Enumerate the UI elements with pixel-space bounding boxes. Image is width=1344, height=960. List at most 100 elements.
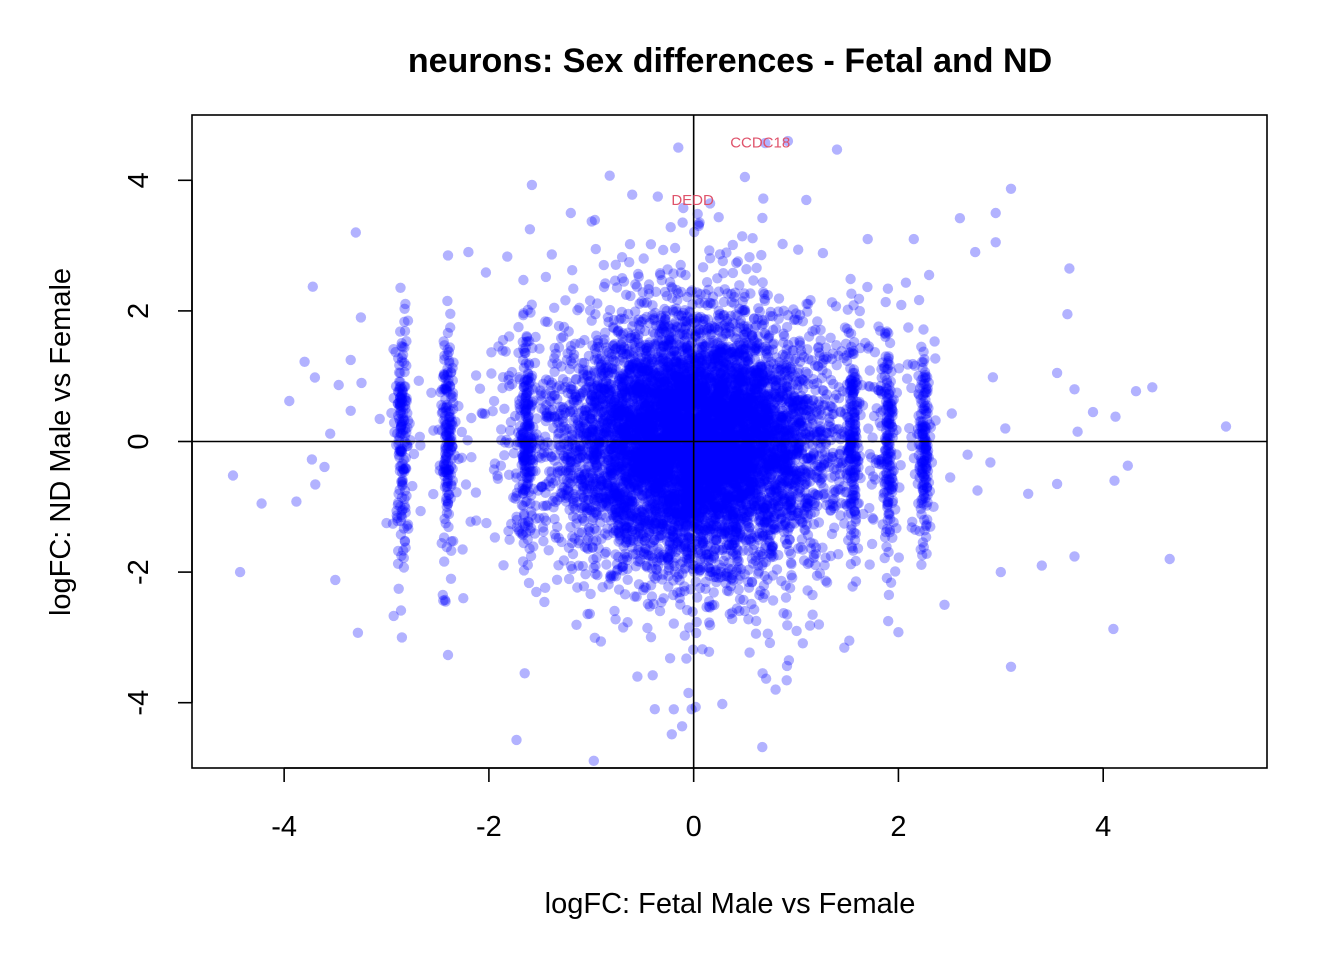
data-point [657,396,668,407]
data-point [621,349,633,360]
data-point [740,534,751,546]
data-point [762,367,773,378]
data-point [441,492,452,504]
data-point [728,461,739,473]
data-point [672,429,683,441]
data-point [735,470,746,482]
data-point [716,400,728,412]
data-point [665,359,676,371]
data-point [623,308,634,320]
data-point [734,373,745,384]
data-point [694,445,706,457]
data-point [618,510,629,521]
data-point [741,516,752,527]
data-point [668,575,679,586]
data-point [397,479,408,490]
data-point [592,380,603,391]
data-point [896,299,907,311]
data-point [624,367,635,378]
data-point [710,528,722,539]
data-point [579,478,590,489]
data-point [717,397,728,409]
data-point [604,443,615,454]
data-point [714,384,725,395]
data-point [668,704,679,715]
data-point [814,475,825,486]
data-point [524,454,535,465]
data-point [668,522,680,533]
data-point [765,506,776,518]
data-point [486,347,497,358]
data-point [729,537,740,549]
data-point [702,432,713,443]
data-point [741,432,752,443]
data-point [681,449,692,461]
data-point [564,406,576,418]
data-point [678,411,689,422]
data-point [789,518,800,529]
data-point [442,496,454,507]
data-point [759,414,770,425]
data-point [440,373,451,384]
data-point [697,445,708,456]
data-point [880,435,891,446]
data-point [789,395,801,407]
data-point [712,478,723,490]
data-point [639,547,650,558]
data-point [658,325,669,336]
data-point [739,375,751,387]
data-point [812,500,823,512]
data-point [917,457,929,468]
data-point [717,379,728,391]
data-point [510,493,521,504]
data-point [405,435,416,446]
data-point [570,442,582,453]
data-point [802,298,814,310]
data-point [735,448,746,459]
data-point [523,516,535,528]
data-point [619,374,630,386]
data-point [972,485,983,496]
data-point [835,406,846,417]
data-point [711,361,723,372]
data-point [740,475,751,486]
data-point [674,359,686,370]
data-point [684,404,695,415]
data-point [637,287,648,298]
data-point [787,399,799,410]
data-point [669,499,680,511]
data-point [706,463,717,474]
data-point [642,345,653,356]
data-point [499,403,510,414]
data-point [673,418,684,429]
data-point [522,515,534,527]
data-point [701,382,713,394]
data-point [709,493,720,504]
data-point [443,489,454,501]
data-point [704,245,715,256]
data-point [922,407,933,419]
data-point [701,357,712,368]
data-point [698,431,710,442]
data-point [771,508,782,520]
data-point [625,522,636,533]
data-point [721,435,733,446]
data-point [669,345,680,356]
data-point [794,465,806,477]
data-point [770,403,781,414]
data-point [751,532,763,543]
data-point [739,398,751,409]
data-point [567,456,578,467]
data-point [625,353,636,364]
data-point [631,381,643,393]
data-point [841,355,853,367]
data-point [754,370,765,381]
data-point [640,348,652,360]
data-point [400,298,411,310]
data-point [675,460,686,471]
data-point [884,482,895,493]
data-point [572,454,583,465]
data-point [752,483,764,495]
data-point [718,543,729,554]
data-point [920,458,931,470]
